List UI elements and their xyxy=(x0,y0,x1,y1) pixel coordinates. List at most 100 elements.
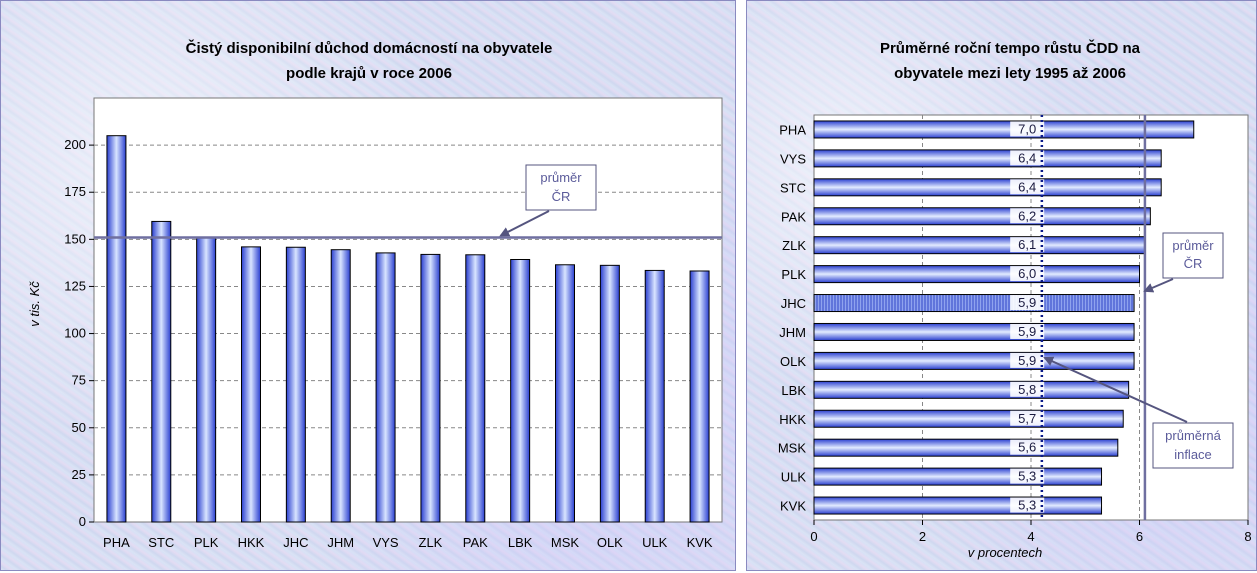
bar-kvk xyxy=(689,270,710,523)
y-tick-label: 125 xyxy=(64,278,86,293)
chart-title-line-1: Čistý disponibilní důchod domácností na … xyxy=(186,39,553,57)
inflation-callout-arrow xyxy=(1043,356,1188,423)
y-tick-label: PHA xyxy=(779,122,806,137)
x-tick-label: HKK xyxy=(238,535,265,550)
y-axis-title: v tis. Kč xyxy=(27,281,42,327)
bar-plk xyxy=(196,236,217,523)
inflation-callout-box xyxy=(1152,422,1234,469)
right-chart-panel: Průměrné roční tempo růstu ČDD na obyvate… xyxy=(746,0,1257,571)
bar-pak xyxy=(465,254,486,523)
left-chart-svg: Čistý disponibilní důchod domácností na … xyxy=(27,39,723,550)
inflation-callout-line-1: průměrná xyxy=(1165,428,1221,443)
data-label-bg xyxy=(1010,497,1045,513)
bar-plk xyxy=(813,265,1140,284)
x-tick-label: 4 xyxy=(1027,529,1034,544)
y-tick-label: JHC xyxy=(781,296,806,311)
x-tick-label: PAK xyxy=(463,535,488,550)
x-tick-label: 8 xyxy=(1244,529,1251,544)
bar-ulk xyxy=(813,467,1103,486)
bar-stc xyxy=(151,220,172,523)
y-tick-label: 50 xyxy=(72,420,86,435)
y-tick-label: LBK xyxy=(781,383,806,398)
y-tick-label: ULK xyxy=(781,470,807,485)
y-tick-label: 25 xyxy=(72,467,86,482)
data-label-bg xyxy=(1010,121,1045,137)
y-tick-label: OLK xyxy=(780,354,806,369)
x-tick-label: ZLK xyxy=(419,535,443,550)
bar-msk xyxy=(555,264,575,523)
bar-olk xyxy=(813,351,1135,370)
average-callout-line-1: průměr xyxy=(540,170,582,185)
y-tick-label: 0 xyxy=(79,514,86,529)
data-label-bg xyxy=(1010,352,1045,368)
data-label-bg xyxy=(1010,237,1045,253)
bar-zlk xyxy=(420,253,441,523)
data-label: 5,7 xyxy=(1018,411,1036,426)
bar-vys xyxy=(375,252,396,523)
data-label: 6,1 xyxy=(1018,237,1036,252)
bar-hkk xyxy=(813,409,1124,428)
bar-stc xyxy=(813,178,1162,197)
left-chart-panel: Čistý disponibilní důchod domácností na … xyxy=(0,0,736,571)
x-tick-label: STC xyxy=(148,535,174,550)
y-tick-label: PLK xyxy=(781,267,806,282)
plot-area xyxy=(93,97,723,523)
data-label: 6,4 xyxy=(1018,150,1036,165)
chart-title-line-2: podle krajů v roce 2006 xyxy=(286,65,452,82)
x-tick-label: MSK xyxy=(551,535,580,550)
average-callout-box xyxy=(525,164,597,211)
x-axis-title: v procentech xyxy=(968,545,1042,560)
y-tick-label: MSK xyxy=(778,441,807,456)
data-label-bg xyxy=(1010,208,1045,224)
y-tick-label: KVK xyxy=(780,499,806,514)
average-callout-line-2: ČR xyxy=(1184,256,1203,271)
y-tick-label: STC xyxy=(780,180,806,195)
bar-lbk xyxy=(813,380,1130,399)
chart-title-line-2: obyvatele mezi lety 1995 až 2006 xyxy=(894,65,1126,82)
bar-lbk xyxy=(510,258,531,523)
x-tick-label: JHC xyxy=(283,535,308,550)
data-label: 5,9 xyxy=(1018,295,1036,310)
data-label-bg xyxy=(1010,266,1045,282)
bar-jhm xyxy=(330,249,351,523)
x-tick-label: VYS xyxy=(373,535,399,550)
x-tick-label: KVK xyxy=(687,535,713,550)
average-callout-arrow xyxy=(499,210,550,237)
y-tick-label: 150 xyxy=(64,231,86,246)
x-tick-label: LBK xyxy=(508,535,533,550)
bar-pha xyxy=(813,120,1195,139)
y-tick-label: 100 xyxy=(64,326,86,341)
bar-pak xyxy=(813,207,1151,226)
y-tick-label: VYS xyxy=(780,151,806,166)
data-label-bg xyxy=(1010,410,1045,426)
y-tick-label: JHM xyxy=(779,325,806,340)
bar-hkk xyxy=(241,246,261,523)
x-tick-label: JHM xyxy=(327,535,354,550)
data-label: 5,9 xyxy=(1018,353,1036,368)
y-tick-label: 200 xyxy=(64,137,86,152)
bar-olk xyxy=(599,264,620,523)
bar-zlk xyxy=(813,236,1146,255)
bar-ulk xyxy=(644,269,665,523)
data-label: 5,3 xyxy=(1018,498,1036,513)
bar-kvk xyxy=(813,496,1103,515)
data-label-bg xyxy=(1010,150,1045,166)
average-callout-arrow xyxy=(1143,278,1174,293)
data-label-bg xyxy=(1010,468,1045,484)
y-tick-label: 75 xyxy=(72,373,86,388)
bar-jhc xyxy=(285,246,306,523)
chart-title-line-1: Průměrné roční tempo růstu ČDD na xyxy=(880,39,1141,57)
data-label: 6,0 xyxy=(1018,266,1036,281)
bar-pha xyxy=(106,135,127,523)
y-tick-label: HKK xyxy=(779,412,806,427)
x-tick-label: ULK xyxy=(642,535,668,550)
data-label-bg xyxy=(1010,179,1045,195)
x-tick-label: 6 xyxy=(1136,529,1143,544)
x-tick-label: 2 xyxy=(919,529,926,544)
x-tick-label: PHA xyxy=(103,535,130,550)
data-label: 5,6 xyxy=(1018,440,1036,455)
average-callout-line-2: ČR xyxy=(552,189,571,204)
bar-msk xyxy=(813,438,1119,457)
data-label-bg xyxy=(1010,439,1045,455)
bar-jhm xyxy=(813,322,1135,341)
